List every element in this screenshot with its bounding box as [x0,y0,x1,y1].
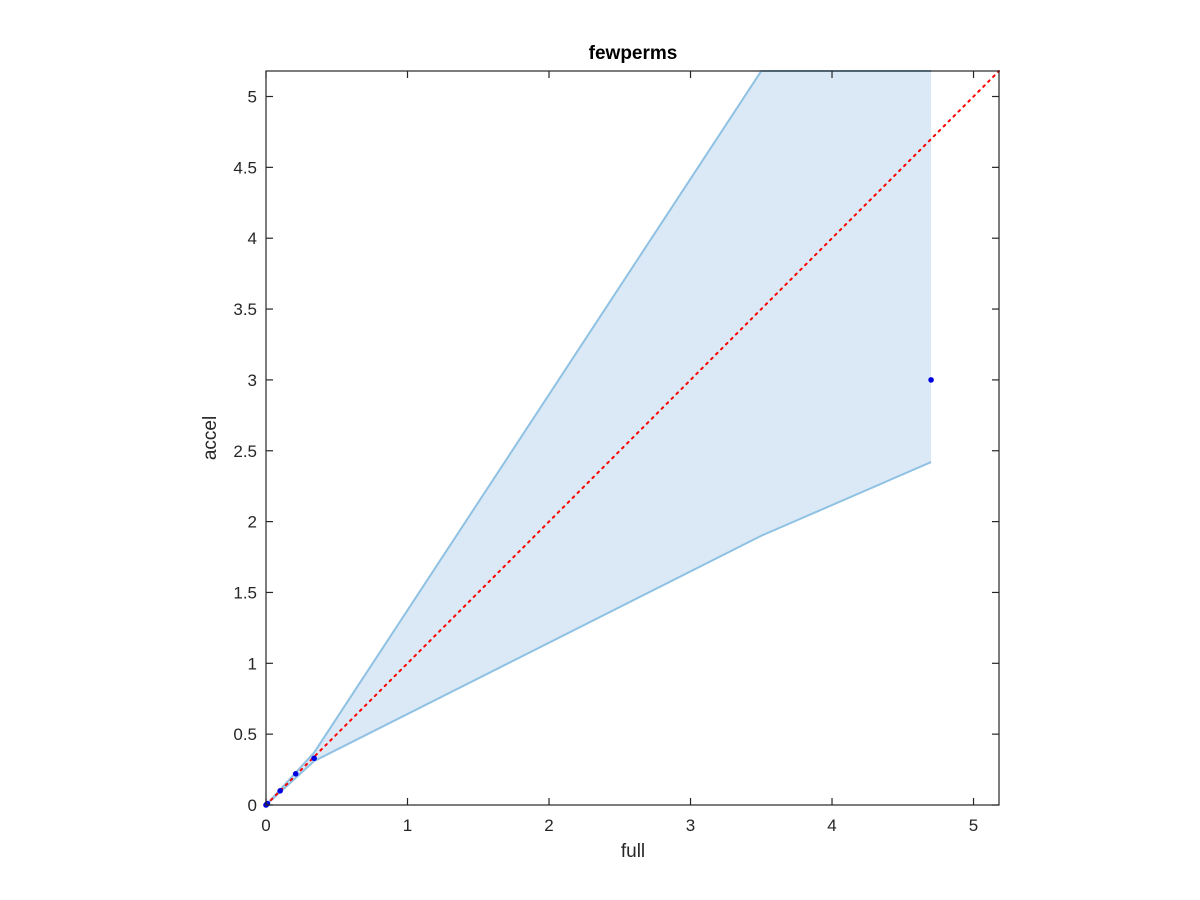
y-tick-label: 4.5 [233,158,257,177]
data-point [928,377,934,383]
y-tick-label: 2.5 [233,442,257,461]
x-tick-label: 1 [403,816,412,835]
axes: 0 1 2 3 4 5 0 0.5 1 1.5 2 2.5 3 3.5 4 4.5 5 [233,70,1000,835]
confidence-band [266,71,932,805]
y-tick-label: 0.5 [233,725,257,744]
chart-title: fewperms [589,43,678,64]
data-point [311,755,317,762]
y-tick-label: 2 [248,513,257,532]
x-tick-label: 5 [969,816,978,835]
data-point [292,771,299,777]
x-tick-label: 4 [827,816,836,835]
y-tick-label: 0 [248,796,257,815]
y-tick-label: 3 [248,371,257,390]
band-lower-edge [265,461,932,806]
reference-line [265,70,1000,806]
y-tick-label: 5 [248,88,257,107]
x-axis-label: full [621,841,645,862]
y-tick-label: 4 [248,229,257,248]
y-tick-label: 1 [248,654,257,673]
data-point [277,788,283,794]
x-tick-label: 2 [544,816,553,835]
plot-area [263,70,1000,808]
y-axis-label: accel [200,416,221,460]
y-tick-label: 1.5 [233,583,257,602]
x-tick-label: 0 [261,816,270,835]
x-tick-label: 3 [686,816,695,835]
y-tick-label: 3.5 [233,300,257,319]
axes-box [265,70,1000,806]
